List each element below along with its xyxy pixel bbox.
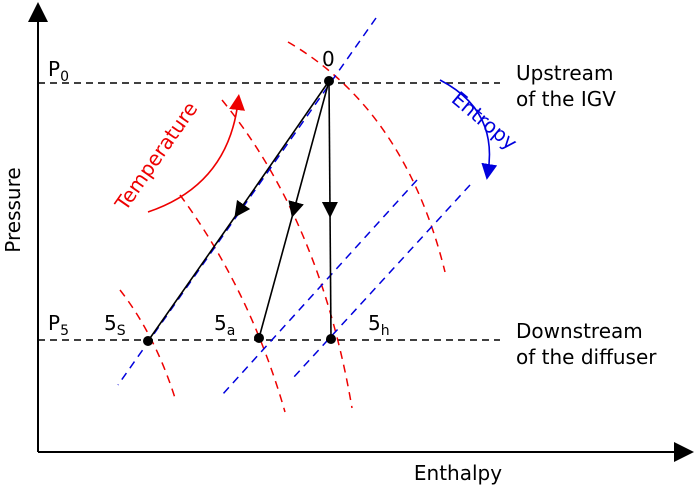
temperature-label: Temperature (110, 97, 203, 215)
h-main: 5 (368, 311, 381, 335)
h-label: 5h (368, 311, 390, 339)
y-axis-label: Pressure (1, 167, 25, 252)
axes (28, 2, 694, 462)
process-lines (147, 80, 338, 342)
upstream-line2: of the IGV (516, 87, 616, 111)
downstream-line2: of the diffuser (516, 345, 657, 369)
s-main: 5 (104, 311, 117, 335)
x-axis-label: Enthalpy (414, 461, 502, 485)
s-label: 5S (104, 311, 126, 339)
a-sub: a (227, 323, 236, 339)
p0-main: P (48, 57, 60, 81)
p0-sub: 0 (60, 69, 69, 85)
downstream-line1: Downstream (516, 319, 643, 343)
isobars (38, 82, 500, 341)
p5-main: P (48, 311, 60, 335)
origin-label: 0 (322, 47, 335, 71)
state-points (143, 76, 336, 346)
entropy-label: Entropy (447, 86, 522, 154)
p5-label: P5 (48, 311, 69, 339)
a-main: 5 (214, 311, 227, 335)
entropy-arrow (439, 79, 498, 180)
h-sub: h (381, 323, 390, 339)
a-label: 5a (214, 311, 235, 339)
isotherms (119, 41, 446, 413)
isentropes (117, 17, 471, 396)
upstream-line1: Upstream (516, 61, 613, 85)
temperature-arrow (147, 94, 245, 213)
s-sub: S (117, 323, 126, 339)
p0-label: P0 (48, 57, 69, 85)
p5-sub: 5 (60, 323, 69, 339)
